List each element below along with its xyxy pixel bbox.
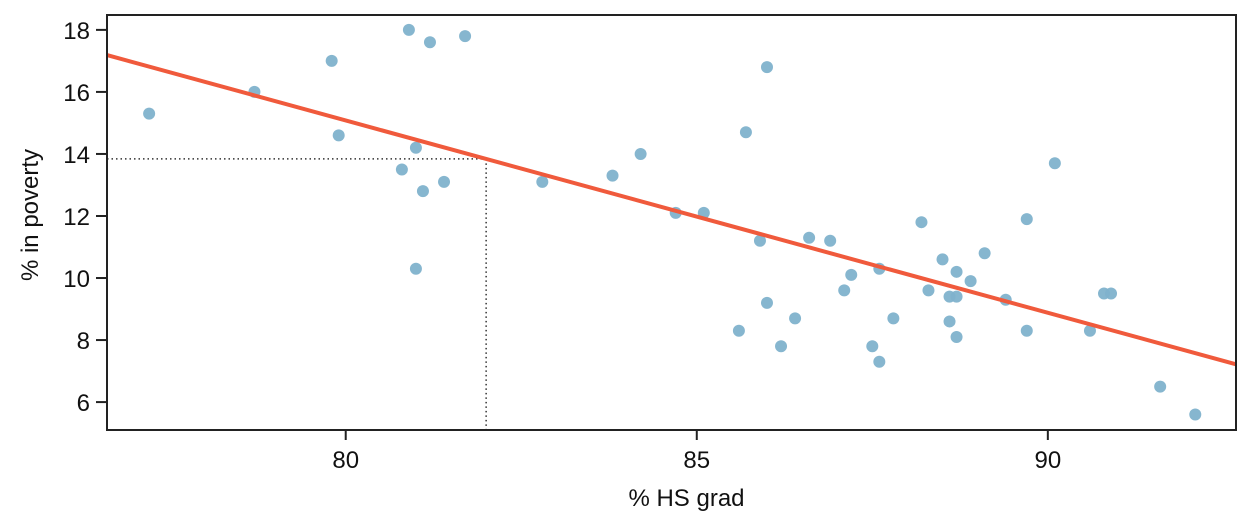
y-tick-label: 18 [63,18,90,45]
data-point [845,268,858,281]
dotted-guides [107,158,487,430]
y-axis-title: % in poverty [17,149,44,281]
data-point [950,330,963,343]
regression-line [106,53,1237,367]
data-points [143,23,1202,421]
data-point [978,247,991,260]
data-point [803,231,816,244]
data-point [1189,408,1202,421]
data-point [1083,324,1096,337]
data-point [950,265,963,278]
data-point [325,54,338,67]
y-tick-label: 10 [63,266,90,293]
data-point [402,23,415,36]
data-point [873,355,886,368]
data-point [459,30,472,43]
data-point [950,290,963,303]
data-point [1105,287,1118,300]
x-tick-label: 80 [332,447,359,474]
data-point [922,284,935,297]
data-point [936,253,949,266]
data-point [838,284,851,297]
x-tick-label: 90 [1034,447,1061,474]
data-point [964,275,977,288]
x-axis: 80 85 90 [332,430,1061,474]
y-tick-label: 6 [77,390,90,417]
data-point [1020,324,1033,337]
data-point [760,61,773,74]
data-point [789,312,802,325]
data-point [1154,380,1167,393]
fit-line [106,53,1237,367]
data-point [409,262,422,275]
data-point [332,129,345,142]
data-point [416,185,429,198]
data-point [866,340,879,353]
x-tick-label: 85 [683,447,710,474]
data-point [739,126,752,139]
y-tick-label: 16 [63,80,90,107]
data-point [395,163,408,176]
data-point [732,324,745,337]
data-point [753,234,766,247]
x-axis-title: % HS grad [628,485,744,512]
data-point [634,147,647,160]
data-point [1048,157,1061,170]
data-point [775,340,788,353]
data-point [536,175,549,188]
data-point [423,36,436,49]
data-point [943,315,956,328]
data-point [606,169,619,182]
data-point [915,216,928,229]
data-point [438,175,451,188]
data-point [1020,213,1033,226]
data-point [760,296,773,309]
y-axis: 6 8 10 12 14 16 18 [63,18,107,417]
y-tick-label: 8 [77,328,90,355]
data-point [824,234,837,247]
data-point [887,312,900,325]
y-tick-label: 12 [63,204,90,231]
data-point [409,141,422,154]
plot-frame [106,14,1237,431]
y-tick-label: 14 [63,142,90,169]
data-point [143,107,156,120]
